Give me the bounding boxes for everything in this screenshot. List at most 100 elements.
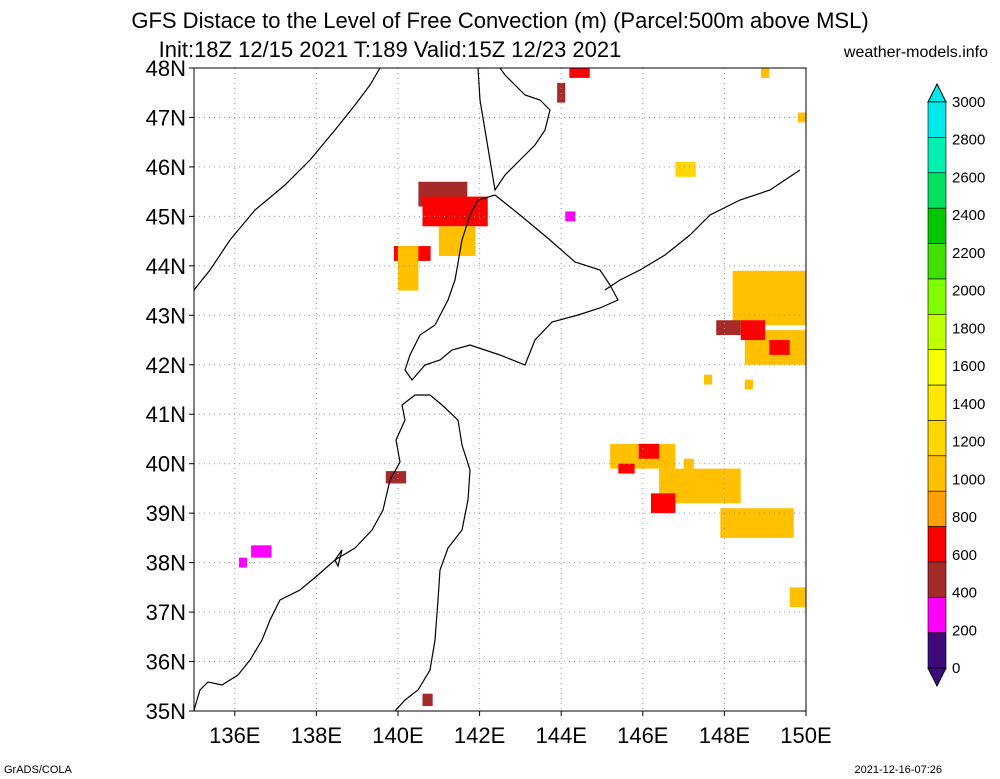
- lon-label: 136E: [209, 723, 260, 748]
- lfc-cell: [238, 557, 248, 568]
- colorbar-swatch: [927, 420, 947, 457]
- lat-label: 35N: [146, 699, 186, 724]
- colorbar-swatch: [927, 172, 947, 209]
- colorbar-swatch: [927, 313, 947, 350]
- lfc-cell: [251, 545, 272, 558]
- colorbar-swatch: [927, 101, 947, 138]
- lfc-cell: [438, 226, 476, 256]
- lfc-cell: [704, 374, 713, 385]
- kuril-islands: [604, 169, 801, 291]
- lat-label: 41N: [146, 402, 186, 427]
- credit-label: GrADS/COLA: [4, 764, 72, 776]
- colorbar-label: 2000: [952, 283, 985, 300]
- colorbar-label: 400: [952, 585, 977, 602]
- lat-label: 47N: [146, 105, 186, 130]
- site-label: weather-models.info: [843, 44, 988, 61]
- lat-label: 37N: [146, 600, 186, 625]
- lat-label: 39N: [146, 501, 186, 526]
- lfc-cell: [422, 693, 433, 707]
- colorbar-swatch: [927, 526, 947, 563]
- lfc-cell: [650, 493, 676, 514]
- lfc-cell: [638, 443, 660, 459]
- lfc-cell: [683, 458, 694, 469]
- lat-label: 44N: [146, 254, 186, 279]
- colorbar-label: 800: [952, 509, 977, 526]
- colorbar-swatch: [927, 596, 947, 633]
- colorbar-swatch: [927, 137, 947, 174]
- colorbar-swatch: [927, 632, 947, 669]
- colorbar-swatch: [927, 349, 947, 386]
- colorbar-swatch: [927, 278, 947, 315]
- lfc-cell: [716, 320, 741, 336]
- colorbar-label: 2600: [952, 169, 985, 186]
- lat-label: 46N: [146, 155, 186, 180]
- coastline-layer: [194, 68, 801, 711]
- colorbar-label: 1800: [952, 320, 985, 337]
- map-frame: [193, 67, 807, 712]
- map-subtitle: Init:18Z 12/15 2021 T:189 Valid:15Z 12/2…: [158, 37, 622, 62]
- timestamp-label: 2021-12-16-07:26: [854, 764, 942, 776]
- colorbar-label: 200: [952, 622, 977, 639]
- longitude-labels: 136E 138E 140E 142E 144E 146E 148E 150E: [209, 723, 832, 748]
- lat-label: 36N: [146, 650, 186, 675]
- lfc-cell: [565, 211, 576, 222]
- lfc-cell: [569, 68, 590, 78]
- colorbar-label: 1400: [952, 396, 985, 413]
- lat-label: 42N: [146, 353, 186, 378]
- lfc-cell: [797, 112, 806, 123]
- lon-label: 150E: [780, 723, 831, 748]
- colorbar-label: 1000: [952, 471, 985, 488]
- colorbar-swatch: [927, 490, 947, 527]
- colorbar-label: 3000: [952, 94, 985, 111]
- colorbar: 0 200 400 600 800 1000 1200 1400 1600 1800 2000 220…: [927, 82, 985, 688]
- lat-label: 48N: [146, 56, 186, 81]
- latitude-labels: 35N 36N 37N 38N 39N 40N 41N 42N 43N 44N 45N 46N 47N 4…: [146, 56, 186, 724]
- lfc-cell: [744, 379, 753, 390]
- lon-label: 144E: [536, 723, 587, 748]
- colorbar-label: 1600: [952, 358, 985, 375]
- lfc-cell: [740, 320, 766, 341]
- lfc-cell: [398, 246, 419, 291]
- lfc-cell: [761, 68, 770, 78]
- lfc-cell: [732, 270, 806, 326]
- lon-label: 142E: [454, 723, 505, 748]
- lfc-cell: [385, 471, 407, 484]
- colorbar-label: 2400: [952, 207, 985, 224]
- lat-label: 43N: [146, 303, 186, 328]
- mainland-coast: [194, 68, 381, 291]
- lat-label: 45N: [146, 204, 186, 229]
- colorbar-swatch: [927, 243, 947, 280]
- colorbar-bottom-arrow: [927, 667, 947, 688]
- lon-label: 138E: [291, 723, 342, 748]
- map-title: GFS Distace to the Level of Free Convect…: [131, 8, 869, 33]
- lon-label: 148E: [699, 723, 750, 748]
- colorbar-label: 2800: [952, 132, 985, 149]
- lfc-cell: [675, 161, 696, 177]
- colorbar-swatch: [927, 455, 947, 492]
- lat-label: 38N: [146, 551, 186, 576]
- lfc-cell: [699, 473, 713, 489]
- lfc-cell: [720, 508, 794, 538]
- hokkaido-coast: [404, 194, 619, 381]
- lfc-cell: [618, 463, 635, 474]
- lat-label: 40N: [146, 452, 186, 477]
- colorbar-swatch: [927, 561, 947, 598]
- honshu-coast: [194, 394, 471, 711]
- colorbar-top-arrow: [927, 82, 947, 103]
- colorbar-label: 0: [952, 660, 960, 677]
- colorbar-swatch: [927, 207, 947, 244]
- lfc-cell: [769, 340, 790, 355]
- sado-island: [334, 549, 343, 568]
- colorbar-label: 600: [952, 547, 977, 564]
- sakhalin-coast: [477, 68, 551, 192]
- colorbar-label: 1200: [952, 434, 985, 451]
- gridlines: [189, 67, 807, 716]
- colorbar-swatch: [927, 384, 947, 421]
- lfc-cell: [789, 587, 806, 608]
- lfc-cell: [557, 82, 566, 103]
- colorbar-label: 2200: [952, 245, 985, 262]
- lon-label: 146E: [617, 723, 668, 748]
- lon-label: 140E: [372, 723, 423, 748]
- lfc-field-layer: [238, 68, 806, 707]
